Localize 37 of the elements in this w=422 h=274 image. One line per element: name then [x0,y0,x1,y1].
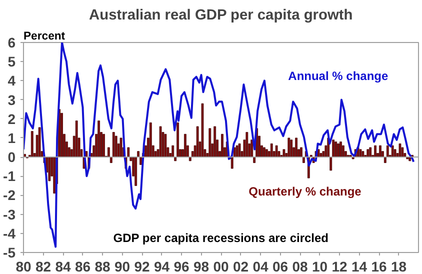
x-tick-label: 98 [193,258,210,274]
x-tick-label: 80 [16,258,32,274]
x-tick-label: 14 [351,258,368,274]
x-tick-label: 92 [134,258,150,274]
y-tick-label: 2 [8,110,16,127]
annotation: GDP per capita recessions are circled [113,230,329,245]
y-tick-label: 1 [8,130,16,146]
y-tick-label: -4 [3,225,16,242]
x-tick-label: 94 [154,258,170,274]
y-tick-label: -1 [3,168,16,184]
x-tick-label: 00 [213,258,229,274]
x-tick-label: 02 [232,258,249,274]
x-tick-label: 06 [272,258,288,274]
annotation: Annual % change [288,69,388,84]
x-tick-label: 04 [252,258,268,274]
x-tick-label: 88 [94,258,110,274]
y-tick-label: 3 [8,92,16,108]
x-tick-label: 12 [332,258,348,274]
x-tick-label: 96 [174,258,190,274]
y-tick-label: 4 [8,72,16,89]
x-tick-label: 82 [35,258,52,274]
x-tick-label: 84 [55,258,71,274]
x-tick-label: 08 [292,258,308,274]
y-tick-label: -2 [3,187,16,204]
y-tick-label: 0 [8,149,16,166]
x-tick-label: 16 [371,258,387,274]
y-tick-label: -3 [3,206,16,222]
y-tick-label: 5 [8,54,16,70]
y-tick-label: -5 [3,244,16,260]
x-tick-label: 90 [114,258,130,274]
x-tick-label: 86 [74,258,91,274]
x-tick-label: 18 [390,258,407,274]
y-axis-title: Percent [24,30,66,42]
annotation: Quarterly % change [248,184,362,199]
x-tick-label: 10 [312,258,328,274]
y-tick-label: 6 [8,34,16,50]
chart-title: Australian real GDP per capita growth [89,8,353,24]
